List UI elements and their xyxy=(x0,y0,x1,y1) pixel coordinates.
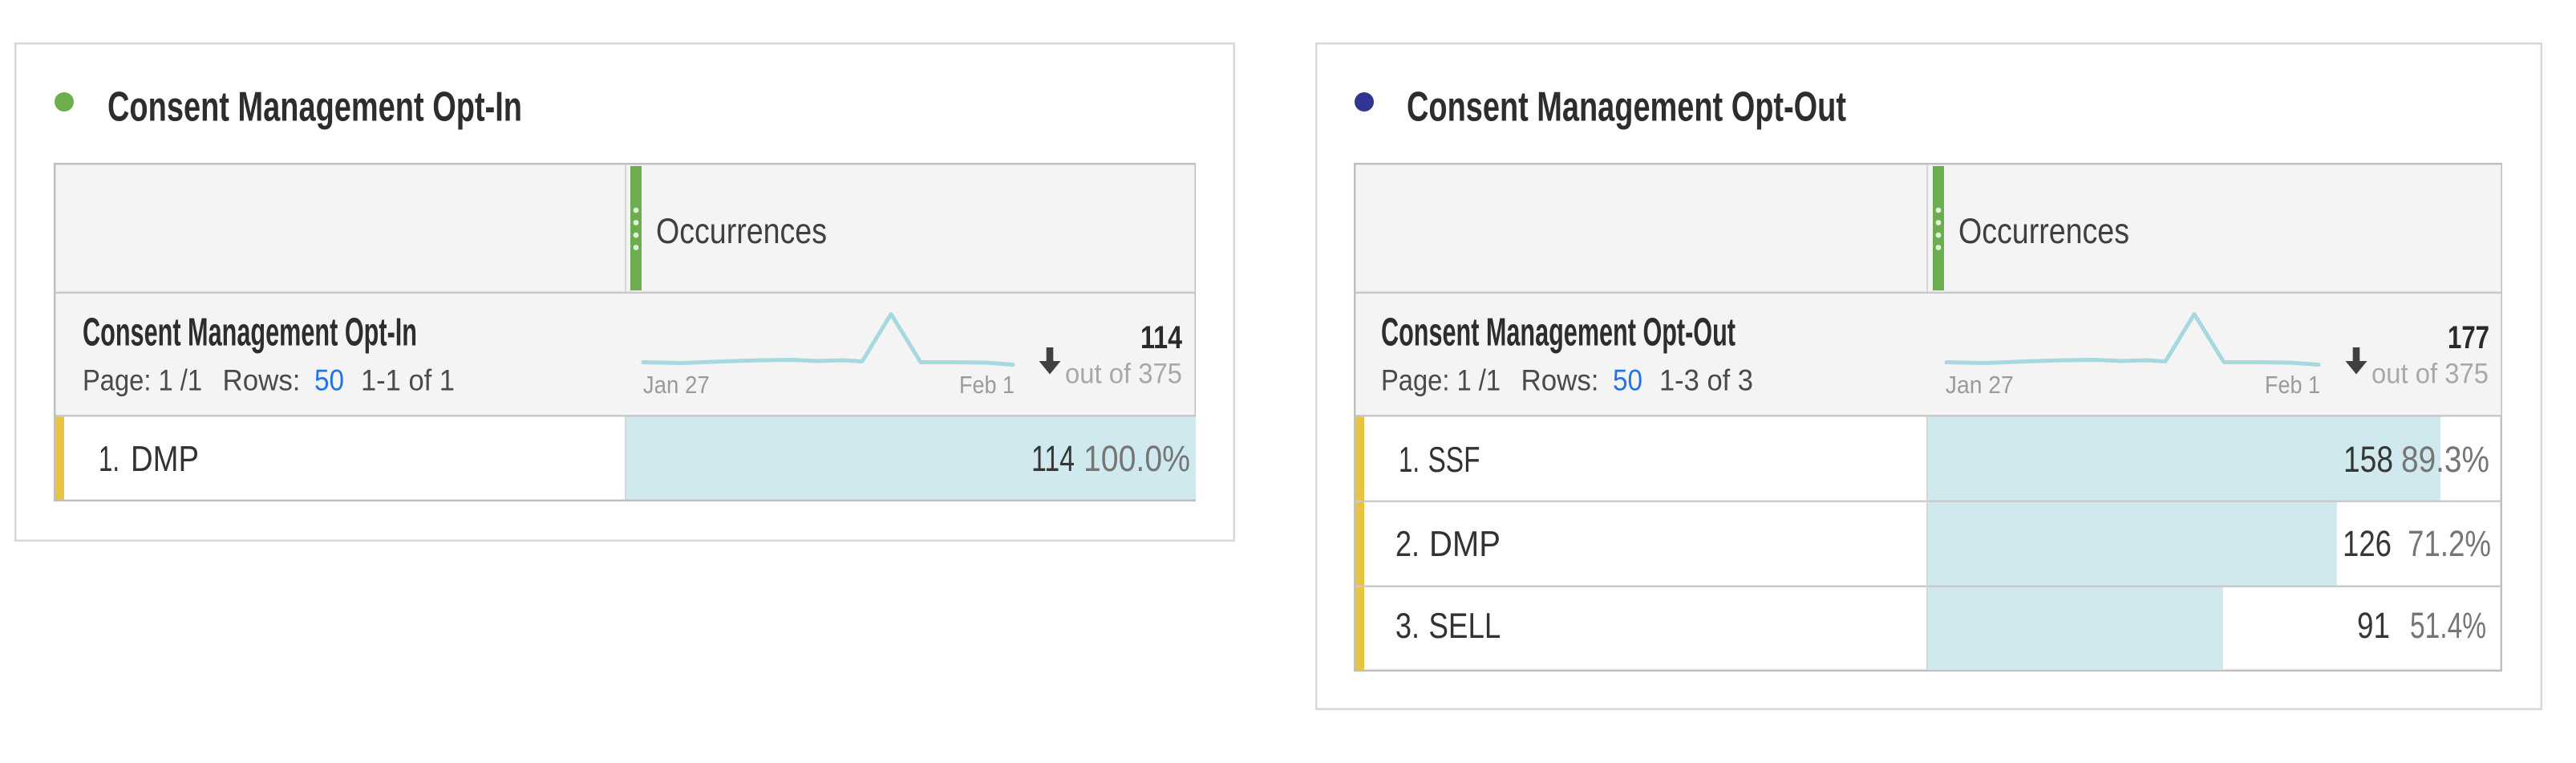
svg-text:89.3%: 89.3% xyxy=(2401,439,2489,480)
svg-text:100.0%: 100.0% xyxy=(1083,438,1190,479)
svg-text:Consent Management Opt-In: Consent Management Opt-In xyxy=(83,311,417,355)
svg-text:126: 126 xyxy=(2343,523,2392,564)
svg-text:114: 114 xyxy=(1031,438,1075,479)
svg-text:114: 114 xyxy=(1140,320,1183,355)
svg-text:SELL: SELL xyxy=(1428,607,1501,646)
svg-text:Consent Management Opt-Out: Consent Management Opt-Out xyxy=(1381,311,1736,355)
svg-text:2.: 2. xyxy=(1395,525,1420,564)
svg-text:51.4%: 51.4% xyxy=(2410,605,2486,646)
svg-text:out of 375: out of 375 xyxy=(2371,359,2489,390)
svg-text:Occurrences: Occurrences xyxy=(1958,212,2129,251)
svg-text:177: 177 xyxy=(2448,320,2489,355)
svg-text:3.: 3. xyxy=(1395,607,1420,646)
svg-text:71.2%: 71.2% xyxy=(2408,523,2491,564)
svg-text:158: 158 xyxy=(2343,439,2393,480)
svg-text:DMP: DMP xyxy=(131,440,199,479)
svg-text:out of 375: out of 375 xyxy=(1065,359,1182,390)
svg-text:91: 91 xyxy=(2357,605,2390,646)
svg-text:DMP: DMP xyxy=(1429,525,1501,564)
svg-text:Consent Management Opt-Out: Consent Management Opt-Out xyxy=(1407,83,1846,130)
svg-text:1.: 1. xyxy=(99,440,119,479)
svg-text:Jan 27: Jan 27 xyxy=(1946,371,2014,399)
svg-text:Feb 1: Feb 1 xyxy=(2265,371,2320,399)
svg-text:Jan 27: Jan 27 xyxy=(643,371,710,399)
svg-text:Occurrences: Occurrences xyxy=(656,212,827,251)
svg-text:Consent Management Opt-In: Consent Management Opt-In xyxy=(107,83,522,130)
svg-text:1.: 1. xyxy=(1399,440,1420,480)
svg-text:SSF: SSF xyxy=(1428,440,1480,480)
svg-text:Feb 1: Feb 1 xyxy=(959,371,1015,399)
